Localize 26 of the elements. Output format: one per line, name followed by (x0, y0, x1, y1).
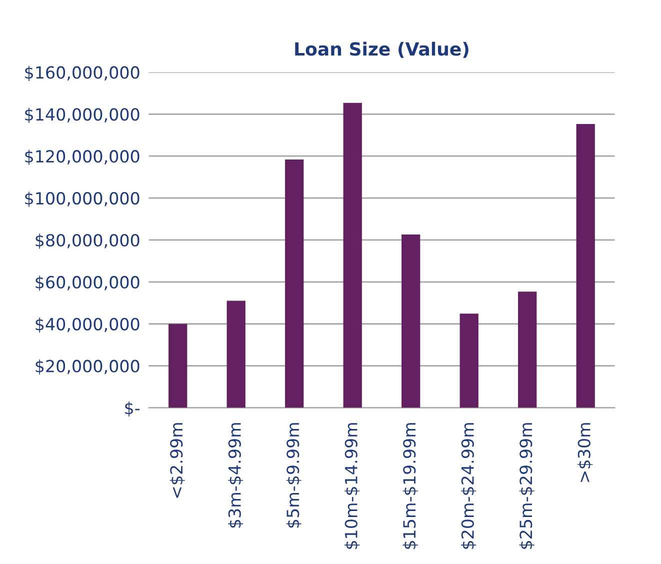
bar (576, 124, 595, 408)
bar (168, 324, 188, 408)
x-tick-label: $15m-$19.99m (402, 423, 418, 549)
x-tick-label: $3m-$4.99m (228, 423, 244, 528)
y-tick-label: $80,000,000 (36, 234, 140, 249)
y-tick-label: $100,000,000 (25, 192, 140, 207)
x-tick-label: $25m-$29.99m (519, 423, 534, 549)
x-tick-label: >$30m (578, 423, 593, 482)
bar (460, 314, 478, 408)
y-tick-label: $120,000,000 (25, 150, 140, 165)
bar (226, 300, 246, 408)
chart-title: Loan Size (Value) (295, 42, 468, 58)
bar (518, 292, 537, 408)
bar (402, 234, 420, 408)
x-tick-label: $5m-$9.99m (286, 423, 302, 528)
x-tick-label: <$2.99m (170, 423, 185, 498)
x-tick-label: $20m-$24.99m (461, 423, 476, 549)
y-tick-label: $- (125, 401, 140, 417)
bar (285, 159, 304, 408)
x-tick-label: $10m-$14.99m (344, 423, 360, 549)
y-tick-label: $140,000,000 (25, 108, 140, 123)
y-tick-label: $60,000,000 (36, 276, 140, 291)
y-tick-label: $20,000,000 (36, 359, 140, 375)
bar (343, 102, 362, 408)
y-tick-label: $160,000,000 (25, 66, 140, 81)
y-tick-label: $40,000,000 (36, 318, 140, 333)
